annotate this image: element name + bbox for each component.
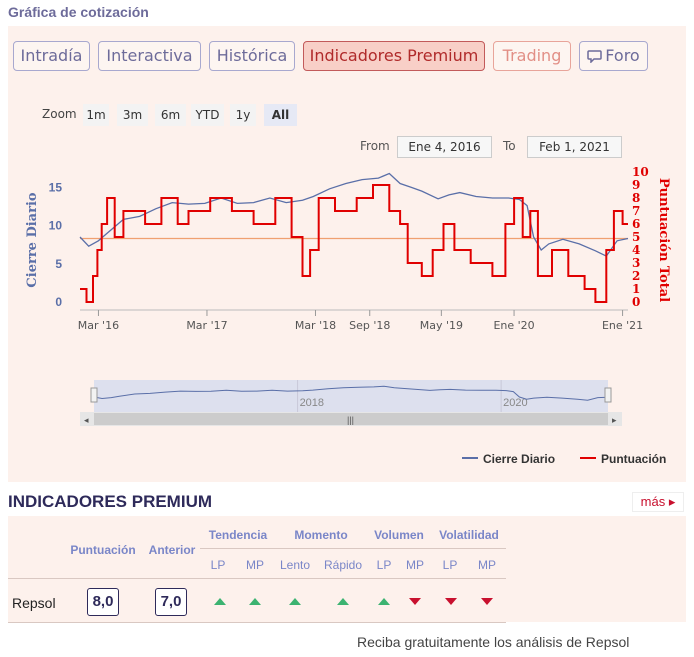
navigator-left-handle[interactable] <box>90 387 98 403</box>
y-axis-left-label: Cierre Diario <box>25 192 40 287</box>
zoom-all-button[interactable]: All <box>264 104 297 126</box>
tab-historica[interactable]: Histórica <box>209 41 295 71</box>
y-right-tick-label: 0 <box>632 295 640 309</box>
page-title: Gráfica de cotización <box>8 4 149 20</box>
y-axis-right-label: Puntuación Total <box>656 178 671 302</box>
zoom-ytd-button[interactable]: YTD <box>191 104 224 126</box>
range-from-input[interactable]: Ene 4, 2016 <box>397 136 492 158</box>
tab-foro-label: Foro <box>605 46 640 65</box>
x-tick-label: Mar '16 <box>78 319 119 332</box>
y-right-tick-label: 10 <box>632 165 649 179</box>
more-button-label: más <box>640 494 666 509</box>
arrow-down-icon <box>409 598 421 605</box>
range-to-label: To <box>503 139 516 153</box>
section-title: INDICADORES PREMIUM <box>8 492 213 511</box>
tab-interactiva[interactable]: Interactiva <box>98 41 201 71</box>
arrow-up-icon <box>378 598 390 605</box>
subheader-momento-rapido: Rápido <box>323 558 363 572</box>
puntuacion-line <box>80 184 628 303</box>
y-right-tick-label: 3 <box>632 256 640 270</box>
subheader-volatilidad-lp: LP <box>442 558 458 572</box>
score-puntuacion: 8,0 <box>87 588 119 616</box>
header-tendencia: Tendencia <box>208 528 268 542</box>
zoom-3m-button[interactable]: 3m <box>117 104 148 126</box>
scroll-right-arrow-icon[interactable]: ▸ <box>612 415 617 425</box>
x-tick-label: Ene '20 <box>493 319 534 332</box>
arrow-down-icon <box>481 598 493 605</box>
footer-link[interactable]: Reciba gratuitamente los análisis de Rep… <box>357 634 630 650</box>
range-to-input[interactable]: Feb 1, 2021 <box>527 136 622 158</box>
subheader-volumen-mp: MP <box>406 558 424 572</box>
zoom-label: Zoom <box>42 107 77 121</box>
row-company-name[interactable]: Repsol <box>12 595 56 611</box>
y-right-tick-label: 9 <box>632 178 640 192</box>
legend-swatch-cierre <box>462 457 478 459</box>
zoom-6m-button[interactable]: 6m <box>155 104 186 126</box>
y-left-tick-label: 15 <box>49 180 63 194</box>
subheader-tendencia-lp: LP <box>210 558 226 572</box>
tab-indicadores-premium[interactable]: Indicadores Premium <box>303 41 485 71</box>
row-divider-bottom <box>8 622 506 623</box>
y-left-tick-label: 5 <box>55 257 62 271</box>
header-volatilidad: Volatilidad <box>439 528 499 542</box>
y-right-tick-label: 1 <box>632 282 640 296</box>
y-right-tick-label: 4 <box>632 243 640 257</box>
zoom-1y-button[interactable]: 1y <box>230 104 256 126</box>
scroll-left-arrow-icon[interactable]: ◂ <box>84 415 89 425</box>
arrow-up-icon <box>249 598 261 605</box>
navigator[interactable]: 2018 2020 ◂ ▸ ||| <box>80 378 622 426</box>
navigator-tick-label: 2018 <box>300 397 324 409</box>
legend-label-puntuacion: Puntuación <box>601 452 667 466</box>
legend-puntuacion[interactable]: Puntuación <box>580 452 666 466</box>
y-left-tick-label: 10 <box>49 219 63 233</box>
subheader-tendencia-mp: MP <box>246 558 264 572</box>
header-volumen: Volumen <box>374 528 424 542</box>
tab-trading[interactable]: Trading <box>493 41 571 71</box>
y-right-tick-label: 8 <box>632 191 640 205</box>
zoom-1m-button[interactable]: 1m <box>83 104 109 126</box>
subheader-volumen-lp: LP <box>376 558 392 572</box>
y-right-tick-label: 2 <box>632 269 640 283</box>
header-momento: Momento <box>294 528 348 542</box>
scrollbar-grip-icon: ||| <box>347 415 354 425</box>
legend-swatch-puntuacion <box>580 457 596 459</box>
cierre-diario-line <box>79 172 629 257</box>
x-tick-label: Ene '21 <box>602 319 643 332</box>
arrow-up-icon <box>289 598 301 605</box>
tab-foro[interactable]: Foro <box>579 41 648 71</box>
subheader-volatilidad-mp: MP <box>478 558 496 572</box>
navigator-scrollbar-thumb[interactable] <box>94 413 608 425</box>
header-anterior: Anterior <box>148 543 196 557</box>
more-button[interactable]: más ▸ <box>632 492 684 512</box>
legend-label-cierre: Cierre Diario <box>483 452 556 466</box>
x-tick-label: Mar '17 <box>186 319 227 332</box>
range-from-label: From <box>360 139 390 153</box>
chevron-right-icon: ▸ <box>668 494 676 509</box>
y-right-tick-label: 6 <box>632 217 640 231</box>
header-divider <box>200 548 506 549</box>
tab-intradia[interactable]: Intradía <box>13 41 90 71</box>
score-anterior: 7,0 <box>155 588 187 616</box>
navigator-selection[interactable] <box>94 380 608 412</box>
chat-bubble-icon <box>587 50 603 63</box>
legend-cierre-diario[interactable]: Cierre Diario <box>462 452 555 466</box>
navigator-right-handle[interactable] <box>604 387 612 403</box>
arrow-up-icon <box>214 598 226 605</box>
x-tick-label: Mar '18 <box>295 319 336 332</box>
x-tick-label: May '19 <box>420 319 463 332</box>
y-left-tick-label: 0 <box>55 295 62 309</box>
navigator-tick-label: 2020 <box>503 397 527 409</box>
row-divider-top <box>8 578 506 579</box>
arrow-down-icon <box>445 598 457 605</box>
y-right-tick-label: 7 <box>632 204 640 218</box>
arrow-up-icon <box>337 598 349 605</box>
navigator-line <box>93 385 609 401</box>
x-tick-label: Sep '18 <box>349 319 390 332</box>
header-puntuacion: Puntuación <box>70 543 136 557</box>
subheader-momento-lento: Lento <box>279 558 311 572</box>
y-right-tick-label: 5 <box>632 230 640 244</box>
